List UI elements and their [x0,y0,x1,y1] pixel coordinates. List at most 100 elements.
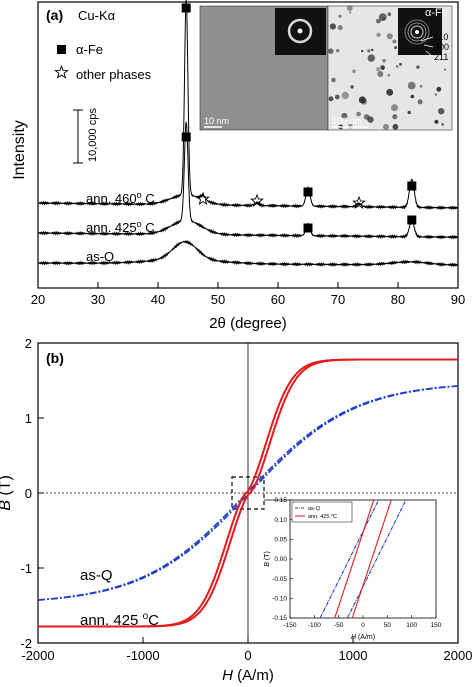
nanoparticle [434,119,439,124]
nanoparticle [407,110,411,115]
inset-y-tick-label: 0.10 [274,517,287,524]
inset-curve-ann-425 [334,499,375,619]
x-tick-label-b: 0 [244,648,251,663]
panel-a-x-axis-label: 2θ (degree) [209,315,287,332]
x-tick-label-b: 2000 [444,648,473,663]
nanoparticle [399,62,402,66]
tem-inset-annealed: α-Fe 110 200 211 100 nm [327,5,453,131]
nanoparticle [336,49,340,53]
inset-y-tick-label: -0.10 [272,596,287,603]
nanoparticle [358,96,366,104]
nanoparticle [416,65,420,69]
inset-y-tick-label: 0.00 [274,556,287,563]
nanoparticle [376,18,381,24]
panel-a-frame [37,1,459,289]
alpha-fe-peak-marker [407,215,417,225]
x-tick-label-a: 60 [271,292,285,307]
alpha-fe-peak-marker [407,181,417,191]
xrd-curve-ann-460 [37,0,459,211]
inset-legend-box [291,501,353,523]
bh-curves [37,358,459,628]
nanoparticle [417,99,423,105]
y-tick-label-b: -2 [20,636,32,651]
nanoparticle [391,104,398,112]
nanoparticle [331,77,336,83]
y-tick-label-b: -1 [20,561,32,576]
x-tick-label-a: 40 [151,292,165,307]
other-phase-peak-marker [352,195,366,209]
inset-y-tick-label: 0.15 [274,497,287,504]
nanoparticle [377,71,384,77]
diffraction-center-2 [415,30,419,34]
inset-y-tick-label: 0.05 [274,537,287,544]
diffraction-center-1 [297,28,303,34]
x-tick-label-b: 1000 [339,648,368,663]
x-tick-label-b: -2000 [21,648,54,663]
nanoparticle [329,23,336,30]
tem-title-alpha-fe: α-Fe [425,7,448,19]
nanoparticle [386,88,394,96]
x-tick-label-a: 20 [31,292,45,307]
tem-inset-amorphous: 10 nm [199,5,329,131]
nanoparticle [328,48,334,54]
nanoparticle [419,84,423,88]
nanoparticle [392,123,399,130]
nanoparticles [328,5,447,130]
x-tick-label-b: -1000 [126,648,159,663]
nanoparticle [434,93,438,96]
nanoparticle [346,5,353,11]
nanoparticle [356,111,361,117]
diffraction-ring-110 [410,25,424,39]
nanoparticle [350,85,354,89]
panel-a-x-ticks: 20 30 40 50 60 70 80 90 [31,282,465,307]
xrd-peak-markers [181,3,417,233]
nanoparticle [376,67,381,72]
nanoparticle [436,86,442,92]
inset-curve-as-q [319,499,380,619]
inset-y-tick-label: -0.05 [272,576,287,583]
alpha-fe-peak-marker [181,132,191,142]
ring-leader-200 [423,44,434,48]
x-tick-label-a: 90 [451,292,465,307]
legend-alpha-fe-label: α-Fe [76,42,103,57]
bh-inset: -150 -100 -50 0 50 100 150 -0.15 -0.10 -0.05 0.00 0… [264,497,442,641]
inset-curves [319,499,407,619]
inset-y-tick-label: -0.15 [272,615,287,622]
inset-x-tick-label: 150 [431,622,442,629]
curve-label-ann-460: ann. 460o C [86,190,155,206]
curve-label-ann-425: ann. 425o C [86,219,155,235]
y-tick-label-b: 1 [25,411,32,426]
panel-b-y-axis-label: B (T) [0,475,14,511]
legend-other-phases-label: other phases [76,67,152,82]
inset-legend-asq-label: as-Q [308,506,321,512]
nanoparticle [341,91,349,99]
inset-x-tick-label: -150 [283,622,296,629]
curve-label-ann-425-bh: ann. 425 oC [80,611,159,629]
inset-ticks: -150 -100 -50 0 50 100 150 -0.15 -0.10 -0.05 0.00 0… [272,497,442,629]
ring-label-110: 110 [434,32,448,42]
inset-curve-as-q [346,499,407,619]
inset-curve-ann-425 [351,499,392,619]
nanoparticle [367,54,375,62]
diffraction-ring-200 [407,22,427,42]
nanoparticle [328,96,334,102]
nanoparticle [410,94,415,99]
nanoparticle [395,65,399,68]
nanoparticle [394,46,398,50]
nanoparticle [349,11,352,14]
tem-scale-label-1: 10 nm [204,116,229,126]
x-tick-label-a: 80 [391,292,405,307]
alpha-fe-peak-marker [303,187,313,197]
nanoparticle [380,65,385,70]
nanoparticle [387,12,392,16]
x-tick-label-a: 30 [91,292,105,307]
inset-x-tick-label: -50 [334,622,344,629]
xrd-curve-ann-425 [37,121,459,240]
diffraction-ring-halo [287,18,313,44]
panel-b-label: (b) [46,350,64,366]
alpha-fe-peak-marker [181,3,191,13]
legend-alpha-fe-marker [57,45,66,54]
curve-label-as-q-bh: as-Q [80,567,113,584]
nanoparticle [441,123,445,126]
